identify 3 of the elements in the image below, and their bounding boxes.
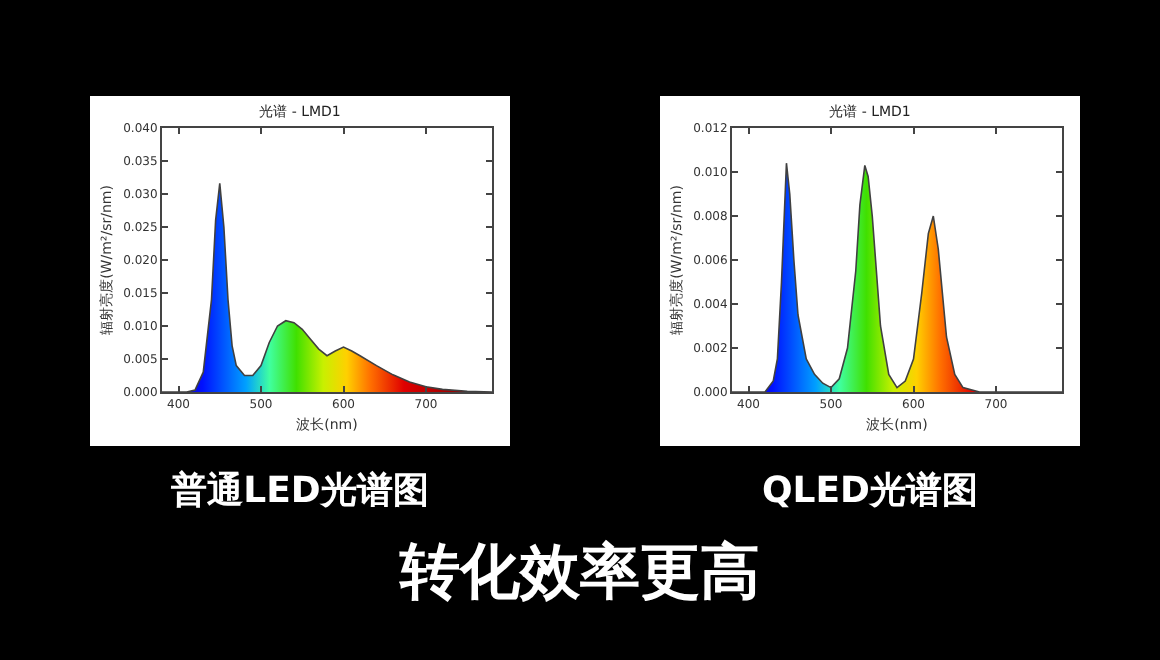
text: QLED光谱图 — [759, 468, 980, 514]
text: 普通LED光谱图 — [169, 468, 431, 514]
text: 转化效率更高 — [397, 536, 762, 612]
